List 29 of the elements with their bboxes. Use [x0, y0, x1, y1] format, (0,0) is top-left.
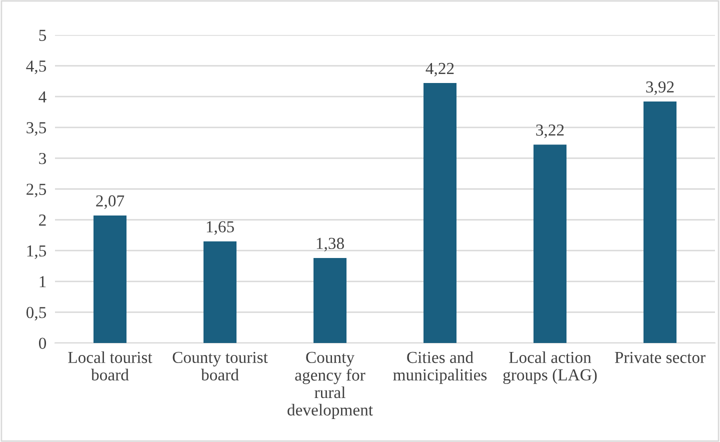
bar	[534, 144, 566, 343]
x-tick-label: Private sector	[614, 352, 706, 364]
y-tick-label: 5	[39, 30, 46, 41]
x-tick-label: Local action groups (LAG)	[503, 351, 597, 384]
data-label: 3,92	[646, 81, 674, 95]
data-label: 1,38	[316, 238, 344, 252]
data-label: 1,65	[206, 221, 234, 235]
y-tick-label: 2	[39, 214, 46, 226]
bar	[424, 83, 456, 343]
y-tick-label: 1	[40, 276, 46, 288]
data-label: 2,07	[96, 195, 124, 209]
x-tick-label: County tourist board	[172, 352, 268, 380]
y-tick-label: 3	[39, 152, 46, 164]
x-tick-label: Local tourist board	[68, 351, 152, 380]
bar	[644, 102, 676, 343]
bar	[94, 215, 126, 343]
y-tick-label: 4	[38, 91, 46, 102]
x-tick-label: Cities and municipalities	[393, 351, 487, 384]
bar	[314, 258, 346, 343]
y-tick-label: 4,5	[26, 60, 46, 74]
data-label: 3,22	[536, 124, 564, 138]
y-tick-label: 2,5	[26, 184, 46, 198]
data-label: 4,22	[426, 62, 454, 77]
y-tick-label: 3,5	[26, 122, 46, 136]
y-tick-label: 0,5	[26, 306, 46, 321]
x-tick-label: County agency for rural development	[288, 352, 373, 419]
y-tick-label: 0	[38, 338, 46, 349]
y-tick-label: 1,5	[27, 245, 46, 259]
bar	[204, 241, 236, 343]
